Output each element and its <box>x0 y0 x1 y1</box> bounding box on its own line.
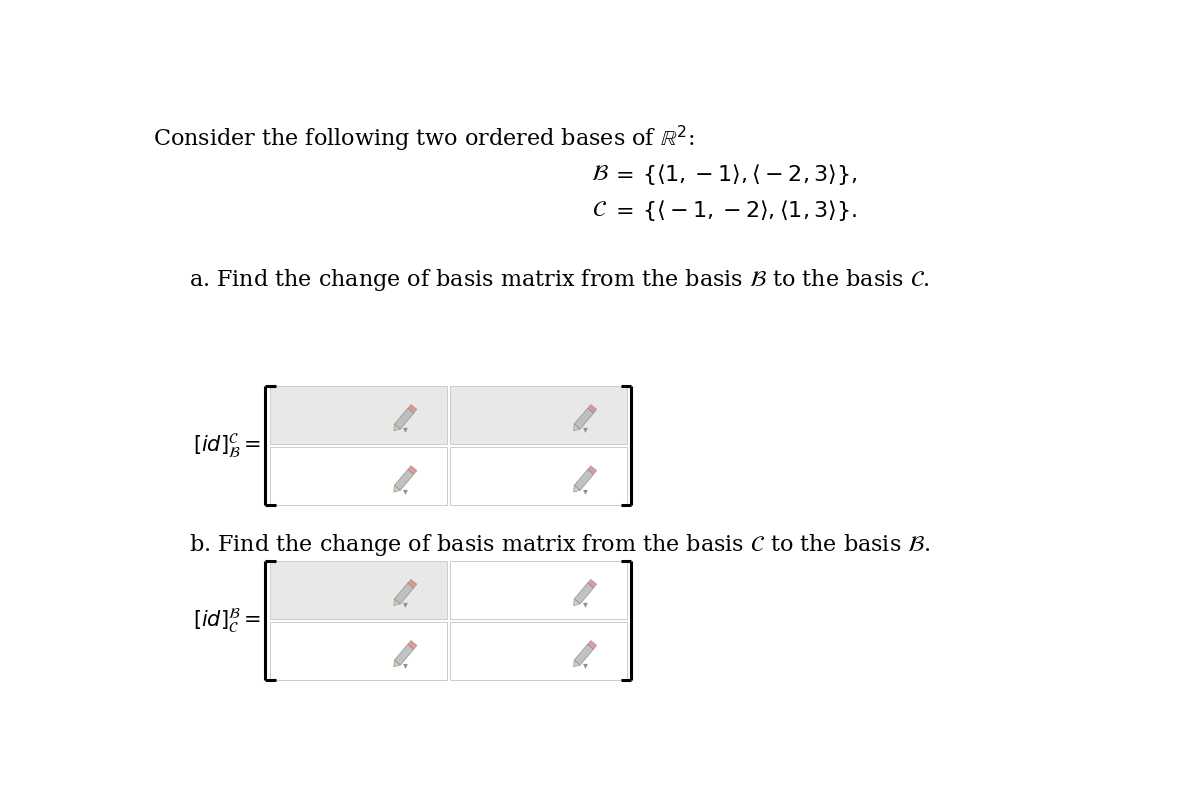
Text: ▾: ▾ <box>403 661 408 670</box>
Text: $\boldsymbol{\mathcal{B}}$: $\boldsymbol{\mathcal{B}}$ <box>590 163 608 185</box>
Polygon shape <box>588 641 596 649</box>
Polygon shape <box>588 465 596 474</box>
Text: $\{\langle -1,-2\rangle, \langle 1,3\rangle\}.$: $\{\langle -1,-2\rangle, \langle 1,3\ran… <box>642 198 857 223</box>
Polygon shape <box>408 579 416 588</box>
Text: $\{\langle 1,-1\rangle, \langle -2,3\rangle\},$: $\{\langle 1,-1\rangle, \langle -2,3\ran… <box>642 162 858 186</box>
Polygon shape <box>394 660 401 667</box>
Polygon shape <box>574 660 580 667</box>
Bar <box>270 447 446 505</box>
Text: $[id]^{\mathcal{C}}_{\mathcal{B}}=$: $[id]^{\mathcal{C}}_{\mathcal{B}}=$ <box>193 431 260 460</box>
Text: ▾: ▾ <box>583 485 588 496</box>
Text: ▾: ▾ <box>583 424 588 434</box>
Bar <box>270 386 446 444</box>
Polygon shape <box>408 641 416 649</box>
Polygon shape <box>395 644 414 665</box>
Text: $=$: $=$ <box>612 163 634 185</box>
Polygon shape <box>394 599 401 606</box>
Text: a. Find the change of basis matrix from the basis $\mathcal{B}$ to the basis $\m: a. Find the change of basis matrix from … <box>188 266 930 292</box>
Text: $\boldsymbol{\mathcal{C}}$: $\boldsymbol{\mathcal{C}}$ <box>592 199 607 222</box>
Polygon shape <box>395 408 414 429</box>
Polygon shape <box>394 424 401 431</box>
Polygon shape <box>395 469 414 490</box>
Bar <box>270 561 446 618</box>
Polygon shape <box>574 485 580 492</box>
Polygon shape <box>574 599 580 606</box>
Text: ▾: ▾ <box>403 485 408 496</box>
Polygon shape <box>575 644 594 665</box>
Bar <box>450 447 626 505</box>
Bar <box>450 561 626 618</box>
Text: b. Find the change of basis matrix from the basis $\mathcal{C}$ to the basis $\m: b. Find the change of basis matrix from … <box>188 532 930 558</box>
Polygon shape <box>575 469 594 490</box>
Polygon shape <box>588 405 596 413</box>
Polygon shape <box>575 583 594 604</box>
Text: Consider the following two ordered bases of $\mathbb{R}^2$:: Consider the following two ordered bases… <box>154 124 695 155</box>
Bar <box>450 386 626 444</box>
Polygon shape <box>575 408 594 429</box>
Polygon shape <box>588 579 596 588</box>
Text: $[id]^{\mathcal{B}}_{\mathcal{C}}=$: $[id]^{\mathcal{B}}_{\mathcal{C}}=$ <box>193 606 260 634</box>
Bar <box>270 622 446 680</box>
Bar <box>450 622 626 680</box>
Polygon shape <box>574 424 580 431</box>
Text: ▾: ▾ <box>403 424 408 434</box>
Text: ▾: ▾ <box>583 599 588 609</box>
Polygon shape <box>395 583 414 604</box>
Polygon shape <box>394 485 401 492</box>
Polygon shape <box>408 465 416 474</box>
Text: ▾: ▾ <box>583 661 588 670</box>
Text: $=$: $=$ <box>612 199 634 222</box>
Polygon shape <box>408 405 416 413</box>
Text: ▾: ▾ <box>403 599 408 609</box>
